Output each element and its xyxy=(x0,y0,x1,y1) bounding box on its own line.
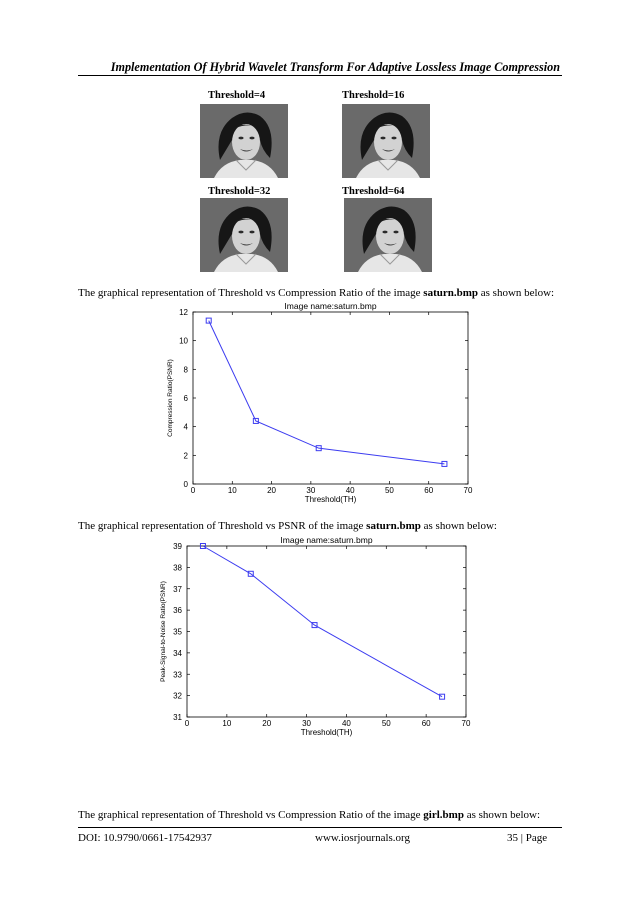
x-tick-label-7: 70 xyxy=(462,719,471,728)
paragraph-psnr-saturn: The graphical representation of Threshol… xyxy=(78,520,568,532)
y-tick-label-3: 6 xyxy=(184,394,189,403)
paragraph-text: The graphical representation of Threshol… xyxy=(78,520,367,532)
y-axis-label: Peak-Signal-to-Noise Ratio(PSNR) xyxy=(160,581,167,682)
y-tick-label-0: 31 xyxy=(173,713,182,722)
portrait-shapes xyxy=(342,104,430,178)
psnr-chart: Image name:saturn.bmp 0 10 20 30 40 50 60 70 31 32… xyxy=(160,535,471,737)
paragraph-text: as shown below: xyxy=(463,809,541,821)
x-tick-label-5: 50 xyxy=(385,486,394,495)
data-point-marker-3 xyxy=(441,460,448,467)
chart-title: Image name:saturn.bmp xyxy=(284,301,376,311)
y-tick-label-3: 34 xyxy=(173,649,182,658)
x-tick-label-3: 30 xyxy=(302,719,311,728)
data-point-marker-1 xyxy=(252,417,259,424)
image-name: saturn.bmp xyxy=(366,520,421,532)
paragraph-text: as shown below: xyxy=(478,287,555,299)
header-rule xyxy=(78,75,562,76)
data-point-marker-3 xyxy=(439,693,446,700)
portrait-image-threshold-32 xyxy=(200,198,288,272)
compression-ratio-chart: Image name:saturn.bmp 0 10 20 30 40 50 60 70 0 2 4 6… xyxy=(167,301,473,504)
paragraph-text: The graphical representation of Threshol… xyxy=(78,809,424,821)
x-tick-label-0: 0 xyxy=(191,486,196,495)
portrait-image-threshold-4 xyxy=(200,104,288,178)
data-point-marker-2 xyxy=(311,622,318,629)
y-tick-label-2: 4 xyxy=(184,423,189,432)
x-tick-label-3: 30 xyxy=(306,486,315,495)
footer-website: www.iosrjournals.org xyxy=(315,832,411,844)
y-tick-label-0: 0 xyxy=(184,480,189,489)
plot-frame xyxy=(192,311,469,485)
footer-rule xyxy=(78,827,562,828)
y-axis-label: Compression Ratio(PSNR) xyxy=(167,359,174,437)
portrait-image-threshold-64 xyxy=(344,198,432,272)
image-name: girl.bmp xyxy=(423,809,464,821)
x-axis-label: Threshold(TH) xyxy=(301,728,353,737)
y-tick-label-4: 8 xyxy=(184,365,189,374)
x-tick-label-6: 60 xyxy=(424,486,433,495)
data-point-marker-2 xyxy=(315,445,322,452)
portrait-shapes xyxy=(344,198,432,272)
x-tick-label-4: 40 xyxy=(342,719,351,728)
footer-page-number: 35 | Page xyxy=(507,832,548,844)
x-tick-label-1: 10 xyxy=(222,719,231,728)
data-line xyxy=(208,320,445,465)
paragraph-compression-ratio-girl: The graphical representation of Threshol… xyxy=(78,809,568,821)
threshold-label-2: Threshold=16 xyxy=(342,90,405,101)
x-tick-label-2: 20 xyxy=(262,719,271,728)
running-header: Implementation Of Hybrid Wavelet Transfo… xyxy=(110,60,560,74)
x-tick-label-4: 40 xyxy=(346,486,355,495)
paragraph-text: The graphical representation of Threshol… xyxy=(78,287,424,299)
paragraph-compression-ratio-saturn: The graphical representation of Threshol… xyxy=(78,287,568,299)
threshold-label-4: Threshold=64 xyxy=(342,186,405,197)
paragraph-text: as shown below: xyxy=(420,520,497,532)
data-point-marker-0 xyxy=(199,543,206,549)
y-tick-label-5: 36 xyxy=(173,606,182,615)
portrait-shapes xyxy=(200,198,288,272)
chart-title: Image name:saturn.bmp xyxy=(280,535,372,545)
x-tick-label-7: 70 xyxy=(464,486,473,495)
threshold-label-3: Threshold=32 xyxy=(208,186,271,197)
x-tick-label-5: 50 xyxy=(382,719,391,728)
y-tick-label-8: 39 xyxy=(173,542,182,551)
x-tick-label-0: 0 xyxy=(185,719,190,728)
x-tick-label-2: 20 xyxy=(267,486,276,495)
x-tick-label-1: 10 xyxy=(228,486,237,495)
y-tick-label-6: 12 xyxy=(179,308,188,317)
data-point-marker-1 xyxy=(247,570,254,577)
footer-doi: DOI: 10.9790/0661-17542937 xyxy=(78,832,212,844)
portrait-image-threshold-16 xyxy=(342,104,430,178)
y-tick-label-1: 2 xyxy=(184,451,189,460)
y-tick-label-5: 10 xyxy=(179,337,188,346)
y-tick-label-4: 35 xyxy=(173,628,182,637)
y-tick-label-2: 33 xyxy=(173,670,182,679)
y-tick-label-7: 38 xyxy=(173,563,182,572)
x-axis-label: Threshold(TH) xyxy=(305,495,357,504)
y-tick-label-6: 37 xyxy=(173,585,182,594)
data-point-marker-0 xyxy=(205,317,212,324)
y-tick-label-1: 32 xyxy=(173,692,182,701)
threshold-label-1: Threshold=4 xyxy=(208,90,266,101)
portrait-shapes xyxy=(200,104,288,178)
image-name: saturn.bmp xyxy=(423,287,479,299)
data-line xyxy=(202,545,443,698)
x-tick-label-6: 60 xyxy=(422,719,431,728)
